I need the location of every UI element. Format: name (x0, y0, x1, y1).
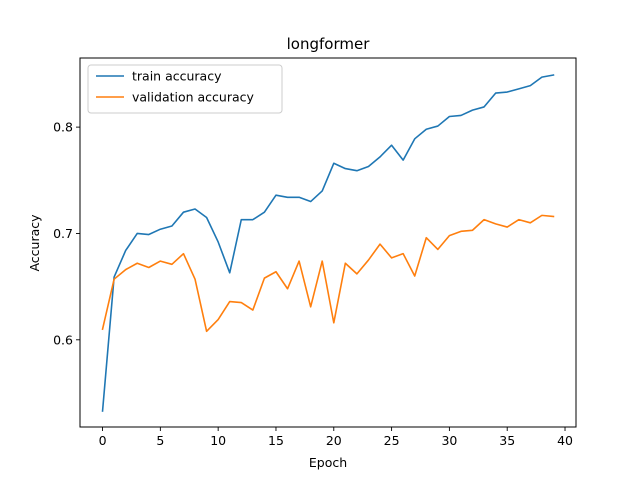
x-tick-label: 30 (441, 433, 457, 448)
series-line-0 (101, 74, 555, 412)
y-axis-label: Accuracy (27, 214, 42, 272)
x-axis-ticks: 0 5 10 15 20 25 30 35 40 (99, 427, 573, 448)
x-tick-label: 35 (499, 433, 515, 448)
x-tick-label: 0 (99, 433, 107, 448)
x-axis-label: Epoch (309, 455, 347, 470)
chart-title: longformer (287, 35, 371, 53)
legend-box (87, 64, 283, 114)
x-tick-label: 20 (326, 433, 342, 448)
plot-lines (101, 74, 555, 412)
y-tick-label: 0.7 (53, 226, 73, 241)
x-tick-label: 15 (268, 433, 284, 448)
x-tick-label: 5 (156, 433, 164, 448)
legend-label: train accuracy (132, 69, 222, 84)
legend: train accuracy validation accuracy (87, 64, 283, 114)
x-tick-label: 10 (210, 433, 226, 448)
legend-label: validation accuracy (132, 90, 255, 105)
x-tick-label: 25 (384, 433, 400, 448)
y-tick-label: 0.8 (53, 120, 73, 135)
series-line-1 (101, 214, 555, 333)
y-tick-label: 0.6 (53, 332, 73, 347)
x-tick-label: 40 (557, 433, 573, 448)
plot-frame (79, 57, 577, 428)
y-axis-ticks: 0.6 0.7 0.8 (53, 120, 80, 347)
